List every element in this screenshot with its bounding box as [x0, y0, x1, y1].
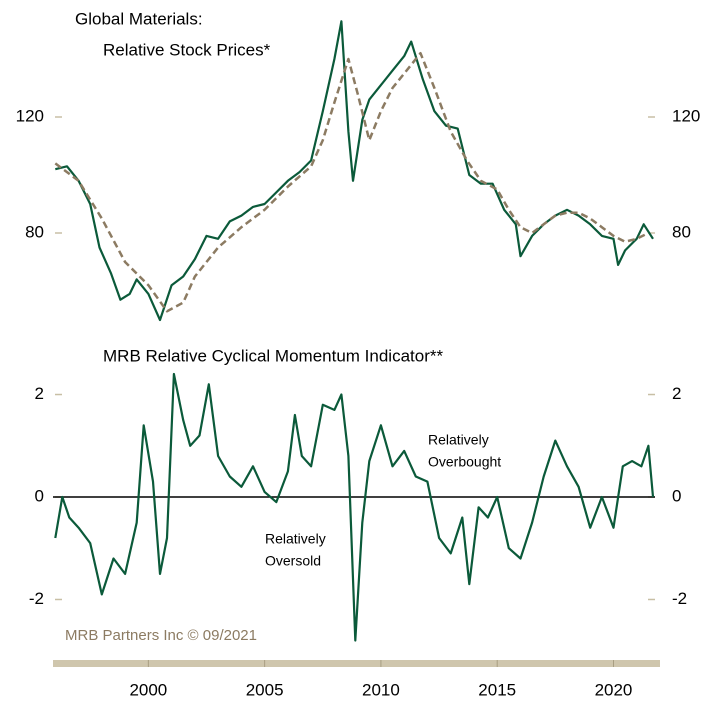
y-tick-label-right: 80 — [672, 222, 691, 241]
y-tick-label: 80 — [25, 222, 44, 241]
x-tick-label: 2000 — [129, 680, 167, 699]
x-tick-label: 2015 — [478, 680, 516, 699]
chart-title: Global Materials: — [75, 9, 203, 28]
y-tick-label: 120 — [16, 106, 44, 125]
y-tick-label-right: -2 — [672, 589, 687, 608]
y-tick-label: 2 — [35, 384, 44, 403]
y-tick-label-right: 120 — [672, 106, 700, 125]
annotation: Oversold — [265, 553, 321, 569]
series-line — [54, 372, 655, 642]
x-tick-label: 2020 — [595, 680, 633, 699]
y-tick-label-right: 0 — [672, 486, 681, 505]
y-tick-label: 0 — [35, 486, 44, 505]
annotation: Relatively — [428, 432, 489, 448]
series-line — [54, 51, 649, 313]
source: MRB Partners Inc © 09/2021 — [65, 627, 257, 644]
chart-subtitle: Relative Stock Prices* — [103, 40, 271, 59]
series-line — [55, 20, 654, 322]
annotation: Overbought — [428, 454, 501, 470]
y-tick-label-right: 2 — [672, 384, 681, 403]
chart-title: MRB Relative Cyclical Momentum Indicator… — [103, 346, 443, 365]
x-tick-label: 2010 — [362, 680, 400, 699]
annotation: Relatively — [265, 531, 326, 547]
y-tick-label: -2 — [29, 589, 44, 608]
x-tick-label: 2005 — [246, 680, 284, 699]
x-axis-bar — [53, 660, 660, 667]
